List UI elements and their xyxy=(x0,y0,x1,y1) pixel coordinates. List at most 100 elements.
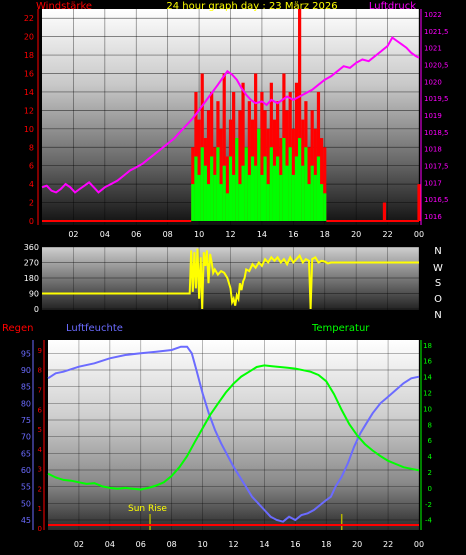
wind-gust-bar xyxy=(254,73,258,222)
p3-ytick-rain: 1 xyxy=(38,505,42,513)
p3-ytick-rain: 0 xyxy=(38,525,42,533)
wind-avg-bar xyxy=(222,165,226,221)
p1-ytick-right: 1019 xyxy=(424,112,442,120)
p1-ytick-right: 1016 xyxy=(424,213,442,221)
p1-xtick: 12 xyxy=(225,230,235,239)
p1-ytick-right: 1021 xyxy=(424,45,442,53)
wind-direction-line xyxy=(42,248,419,310)
sunrise-label: Sun Rise xyxy=(128,504,167,514)
wind-avg-bar xyxy=(307,184,311,221)
p1-ytick-left: 16 xyxy=(24,70,34,79)
p1-ytick-left: 2 xyxy=(29,199,34,208)
wind-avg-bar xyxy=(225,193,229,221)
wind-avg-bar xyxy=(235,138,239,221)
p1-ytick-right: 1020 xyxy=(424,78,442,86)
p1-ytick-right: 1019,5 xyxy=(424,95,449,103)
wind-avg-bar xyxy=(316,156,321,221)
wind-gust-bar xyxy=(320,138,324,221)
p3-ytick-humidity: 60 xyxy=(21,466,31,475)
wind-avg-bar xyxy=(288,147,292,221)
panel-wind-direction xyxy=(42,247,419,310)
wind-avg-bar xyxy=(279,174,283,221)
p3-ytick-rain: 2 xyxy=(38,485,42,493)
p3-ytick-temperature: 10 xyxy=(423,405,432,413)
p1-ytick-right: 1017 xyxy=(424,179,442,187)
p3-ytick-humidity: 90 xyxy=(21,366,31,375)
p1-xtick: 16 xyxy=(288,230,298,239)
p1-ytick-right: 1016,5 xyxy=(424,196,449,204)
wind-avg-bar xyxy=(301,165,305,221)
p1-ytick-right: 1018 xyxy=(424,146,442,154)
wind-avg-bar xyxy=(266,184,270,221)
p1-xtick: 08 xyxy=(163,230,173,239)
wind-avg-bar xyxy=(203,165,207,221)
p3-ytick-rain: 7 xyxy=(38,386,42,394)
p3-ytick-rain: 3 xyxy=(38,466,42,474)
wind-avg-bar xyxy=(282,138,286,221)
wind-avg-bar xyxy=(304,147,308,221)
p3-ytick-humidity: 85 xyxy=(21,383,31,392)
p2-ytick-left: 180 xyxy=(24,274,39,283)
p2-direction-label: N xyxy=(434,310,441,321)
header-luftdruck: Luftdruck xyxy=(369,1,416,12)
wind-gust-bar xyxy=(206,110,211,221)
p3-xtick: 08 xyxy=(167,540,177,549)
wind-avg-bar xyxy=(276,156,280,221)
p1-ytick-right: 1022 xyxy=(424,11,442,19)
wind-avg-bar xyxy=(323,193,327,221)
wind-avg-bar xyxy=(294,156,299,221)
p1-ytick-left: 12 xyxy=(24,106,34,115)
p2-direction-label: S xyxy=(435,278,441,289)
wind-gust-bar xyxy=(238,110,242,221)
p3-ytick-rain: 5 xyxy=(38,426,42,434)
wind-gust-bar xyxy=(247,101,251,221)
p3-ytick-rain: 4 xyxy=(38,446,43,454)
wind-gust-bar xyxy=(323,147,327,221)
wind-gust-bar xyxy=(219,128,223,221)
pressure-line xyxy=(41,36,420,194)
p2-ytick-left: 270 xyxy=(24,259,39,268)
wind-avg-bar xyxy=(257,128,261,221)
p1-ytick-left: 0 xyxy=(29,217,34,226)
p1-ytick-left: 20 xyxy=(24,33,34,42)
p3-ytick-humidity: 45 xyxy=(21,516,31,525)
p1-xtick: 20 xyxy=(351,230,361,239)
p2-direction-label: W xyxy=(433,263,443,274)
p3-ytick-temperature: 12 xyxy=(423,389,432,397)
p1-ytick-left: 18 xyxy=(24,51,34,60)
p1-xtick: 10 xyxy=(194,230,204,239)
wind-avg-bar xyxy=(191,184,195,221)
p1-ytick-left: 22 xyxy=(24,14,34,23)
p3-ytick-rain: 8 xyxy=(38,367,42,375)
p1-ytick-right: 1017,5 xyxy=(424,162,449,170)
wind-gust-bar xyxy=(197,119,201,221)
legend-regen: Regen xyxy=(2,323,34,334)
header-windstaerke: Windstärke xyxy=(36,1,92,12)
wind-avg-bar xyxy=(197,174,201,221)
legend-temperatur: Temperatur xyxy=(311,323,370,334)
p1-xtick: 14 xyxy=(257,230,267,239)
legend-luftfeuchte: Luftfeuchte xyxy=(66,323,123,334)
p1-ytick-right: 1020,5 xyxy=(424,62,449,70)
wind-avg-bar xyxy=(310,165,314,221)
wind-gust-bar xyxy=(417,184,421,221)
p3-ytick-temperature: 14 xyxy=(423,374,432,382)
p3-xtick: 10 xyxy=(197,540,207,549)
p1-xtick: 18 xyxy=(320,230,330,239)
p1-xtick: 22 xyxy=(382,230,392,239)
p3-ytick-temperature: 4 xyxy=(428,453,433,461)
wind-gust-bar xyxy=(222,73,226,222)
wind-avg-bar xyxy=(241,165,245,221)
wind-avg-bar xyxy=(285,165,289,221)
p3-ytick-temperature: 2 xyxy=(428,469,432,477)
p2-direction-label: N xyxy=(434,246,441,257)
p3-xtick: 18 xyxy=(321,540,331,549)
p3-xtick: 16 xyxy=(290,540,300,549)
wind-avg-bar xyxy=(272,165,277,221)
wind-avg-bar xyxy=(238,184,242,221)
wind-avg-bar xyxy=(216,147,220,221)
wind-avg-bar xyxy=(313,174,317,221)
wind-avg-bar xyxy=(298,138,302,221)
p2-ytick-left: 90 xyxy=(29,290,39,299)
